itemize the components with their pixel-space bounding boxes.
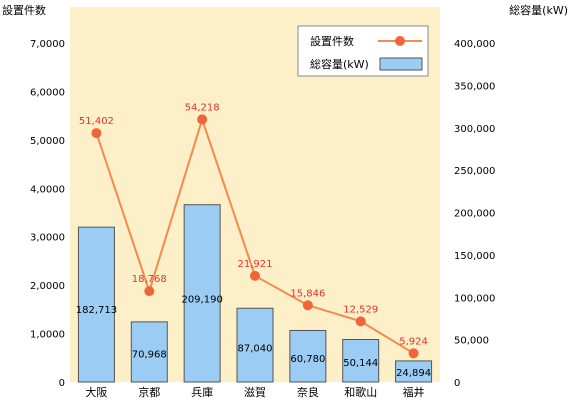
line-value-label: 51,402 [79,116,114,127]
line-labels: 51,402 18,768 54,218 21,921 15,846 12,529 5,92… [79,102,428,347]
right-tick-label: 300,000 [454,124,495,135]
left-tick-label: 5,0000 [30,136,65,147]
left-axis-title: 設置件数 [2,3,46,17]
right-tick-label: 200,000 [454,209,495,220]
right-axis: 0 50,000 100,000 150,000 200,000 250,000 300,0… [454,39,495,389]
right-tick-label: 0 [454,378,460,389]
bar-value-label: 70,968 [132,350,167,361]
bar [130,321,168,383]
bar-value-label: 209,190 [181,295,222,306]
left-tick-label: 3,0000 [30,233,65,244]
line-value-label: 21,921 [238,259,273,270]
bar-value-label: 60,780 [290,354,325,365]
left-axis: 0 1,0000 2,0000 3,0000 4,0000 5,0000 6,0000 7,0… [30,39,65,389]
right-tick-label: 250,000 [454,166,495,177]
line-point [144,286,155,297]
legend-line-label: 設置件数 [310,34,354,48]
right-tick-label: 150,000 [454,251,495,262]
line-point [355,316,366,327]
line-value-label: 12,529 [343,304,378,315]
line-value-label: 54,218 [185,102,220,113]
right-tick-label: 400,000 [454,39,495,50]
category-label: 和歌山 [344,385,377,399]
category-label: 兵庫 [191,385,213,399]
left-tick-label: 2,0000 [30,281,65,292]
right-axis-title: 総容量(kW) [509,3,568,17]
category-label: 福井 [403,385,425,399]
bar-labels: 182,713 70,968 209,190 87,040 60,780 50,144 24… [76,295,431,379]
bar-value-label: 182,713 [76,305,117,316]
bar-value-label: 24,894 [396,368,431,379]
left-tick-label: 6,0000 [30,87,65,98]
line-point [302,300,313,311]
bar [395,360,433,383]
left-tick-label: 1,0000 [30,330,65,341]
bar [183,204,221,383]
line-point [197,114,208,125]
legend-line-marker [395,36,405,46]
left-tick-label: 0 [59,378,65,389]
line-point [408,348,419,359]
line-value-label: 5,924 [399,336,428,347]
left-tick-label: 7,0000 [30,39,65,50]
category-label: 滋賀 [244,386,266,399]
right-tick-label: 350,000 [454,81,495,92]
right-tick-label: 50,000 [454,336,489,347]
bar-series [77,204,433,383]
line-value-label: 18,768 [132,274,167,285]
bar-value-label: 87,040 [238,343,273,354]
category-label: 京都 [138,385,160,399]
bar [342,339,380,383]
bar [77,226,115,383]
bar [236,307,274,383]
right-tick-label: 100,000 [454,293,495,304]
left-tick-label: 4,0000 [30,184,65,195]
line-value-label: 15,846 [290,288,325,299]
bar [289,329,327,383]
legend: 設置件数 総容量(kW) [297,25,429,77]
line-series [91,114,419,359]
category-label: 大阪 [85,385,107,399]
legend-bar-swatch [379,57,423,71]
category-axis: 大阪 京都 兵庫 滋賀 奈良 和歌山 福井 [85,385,424,399]
line-point [91,128,102,139]
bar-value-label: 50,144 [343,358,378,369]
line-point [250,270,260,281]
legend-bar-label: 総容量(kW) [310,57,369,71]
category-label: 奈良 [297,385,319,399]
